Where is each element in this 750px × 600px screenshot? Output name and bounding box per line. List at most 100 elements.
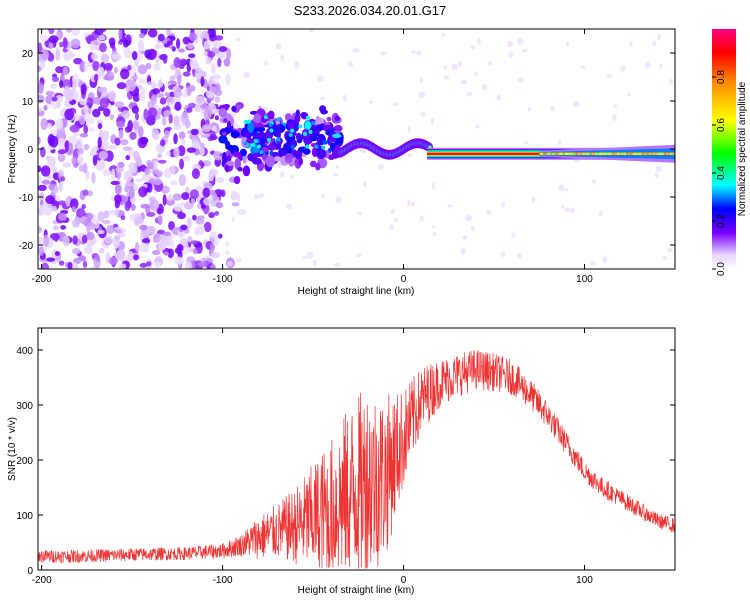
heatmap-cell (294, 61, 300, 68)
heatmap-cell (97, 86, 108, 93)
heatmap-cell (114, 137, 121, 146)
heatmap-cell (110, 180, 120, 186)
heatmap-cell (187, 42, 194, 50)
heatmap-cell (157, 107, 162, 116)
heatmap-cell (212, 108, 220, 115)
heatmap-cell (138, 33, 146, 39)
heatmap-cell (573, 152, 576, 155)
heatmap-cell (99, 97, 109, 109)
heatmap-cell (568, 152, 571, 155)
heatmap-cell (582, 152, 586, 155)
heatmap-cell (92, 96, 102, 105)
heatmap-cell (531, 196, 536, 203)
heatmap-cell (38, 94, 45, 104)
heatmap-cell (224, 73, 231, 86)
heatmap-cell (548, 152, 551, 155)
heatmap-cell (167, 194, 174, 201)
heatmap-cell (163, 231, 172, 237)
heatmap-cell (72, 80, 77, 92)
heatmap-cell (407, 126, 411, 133)
heatmap-cell (223, 57, 231, 67)
heatmap-cell (539, 152, 542, 155)
heatmap-cell (124, 126, 132, 133)
heatmap-cell (335, 196, 342, 203)
heatmap-cell (135, 112, 140, 121)
heatmap-cell (45, 155, 52, 161)
heatmap-cell (62, 235, 70, 247)
heatmap-cell (251, 142, 256, 147)
heatmap-cell (165, 198, 175, 206)
heatmap-cell (234, 158, 242, 171)
snr-y-label: SNR (10 * v/v) (7, 417, 18, 481)
heatmap-cell (620, 65, 626, 72)
heatmap-cell (147, 81, 153, 86)
heatmap-cell (72, 235, 78, 245)
heatmap-cell (48, 29, 55, 35)
heatmap-cell (113, 67, 118, 74)
heatmap-cell (231, 202, 240, 207)
heatmap-cell (203, 108, 212, 120)
heatmap-cell (142, 245, 150, 253)
heatmap-cell (175, 38, 181, 50)
heatmap-cell (138, 186, 148, 198)
heatmap-cell (210, 251, 220, 259)
heatmap-cell (584, 152, 587, 155)
heatmap-cell (213, 150, 223, 161)
heatmap-cell (314, 144, 319, 149)
heatmap-cell (550, 152, 553, 155)
heatmap-cell (38, 136, 41, 145)
heatmap-cell (58, 181, 63, 193)
heatmap-cell (334, 262, 341, 267)
heatmap-cell (111, 54, 116, 59)
heatmap-cell (239, 148, 247, 157)
heatmap-cell (182, 71, 191, 77)
heatmap-cell (38, 236, 43, 244)
heatmap-cell (635, 152, 638, 155)
heatmap-cell (83, 245, 93, 254)
heatmap-cell (45, 195, 55, 205)
heatmap-cell (162, 53, 168, 64)
heatmap-cell (561, 205, 565, 209)
heatmap-cell (305, 115, 310, 120)
heatmap-cell (668, 78, 674, 84)
heatmap-cell (114, 207, 119, 218)
heatmap-cell (78, 255, 87, 262)
heatmap-cell (203, 51, 209, 57)
heatmap-cell (117, 161, 125, 169)
heatmap-cell (163, 168, 172, 179)
spectrogram-x-ticks: -200 -100 0 100 (32, 29, 593, 285)
heatmap-cell (116, 120, 125, 129)
heatmap-cell (172, 193, 182, 201)
heatmap-cell (280, 54, 285, 62)
heatmap-cell (70, 38, 81, 49)
heatmap-cell (78, 164, 87, 172)
heatmap-cell (259, 193, 264, 198)
colorbar-label: Normalized spectral amplitude (737, 81, 748, 216)
heatmap-cell (41, 179, 51, 185)
heatmap-cell (128, 186, 135, 199)
x-tick-label: -100 (213, 274, 233, 285)
heatmap-cell (91, 172, 96, 184)
heatmap-cell (638, 152, 642, 155)
heatmap-cell (649, 152, 652, 155)
heatmap-cell (604, 152, 607, 155)
heatmap-cell (523, 141, 529, 145)
snr-y-ticks: 0 100 200 300 400 (16, 346, 675, 577)
heatmap-cell (82, 103, 89, 114)
heatmap-cell (39, 204, 49, 209)
heatmap-cell (115, 167, 124, 173)
heatmap-cell (79, 115, 86, 126)
heatmap-cell (611, 152, 614, 155)
heatmap-cell (98, 34, 106, 41)
heatmap-cell (58, 212, 68, 221)
heatmap-cell (667, 152, 671, 155)
heatmap-cell (656, 152, 660, 155)
heatmap-cell (179, 158, 185, 170)
heatmap-cell (184, 261, 193, 269)
heatmap-cell (390, 208, 395, 214)
heatmap-cell (276, 117, 281, 122)
heatmap-cell (415, 50, 422, 56)
heatmap-cell (139, 136, 149, 145)
heatmap-cell (667, 247, 674, 252)
heatmap-cell (268, 123, 273, 128)
